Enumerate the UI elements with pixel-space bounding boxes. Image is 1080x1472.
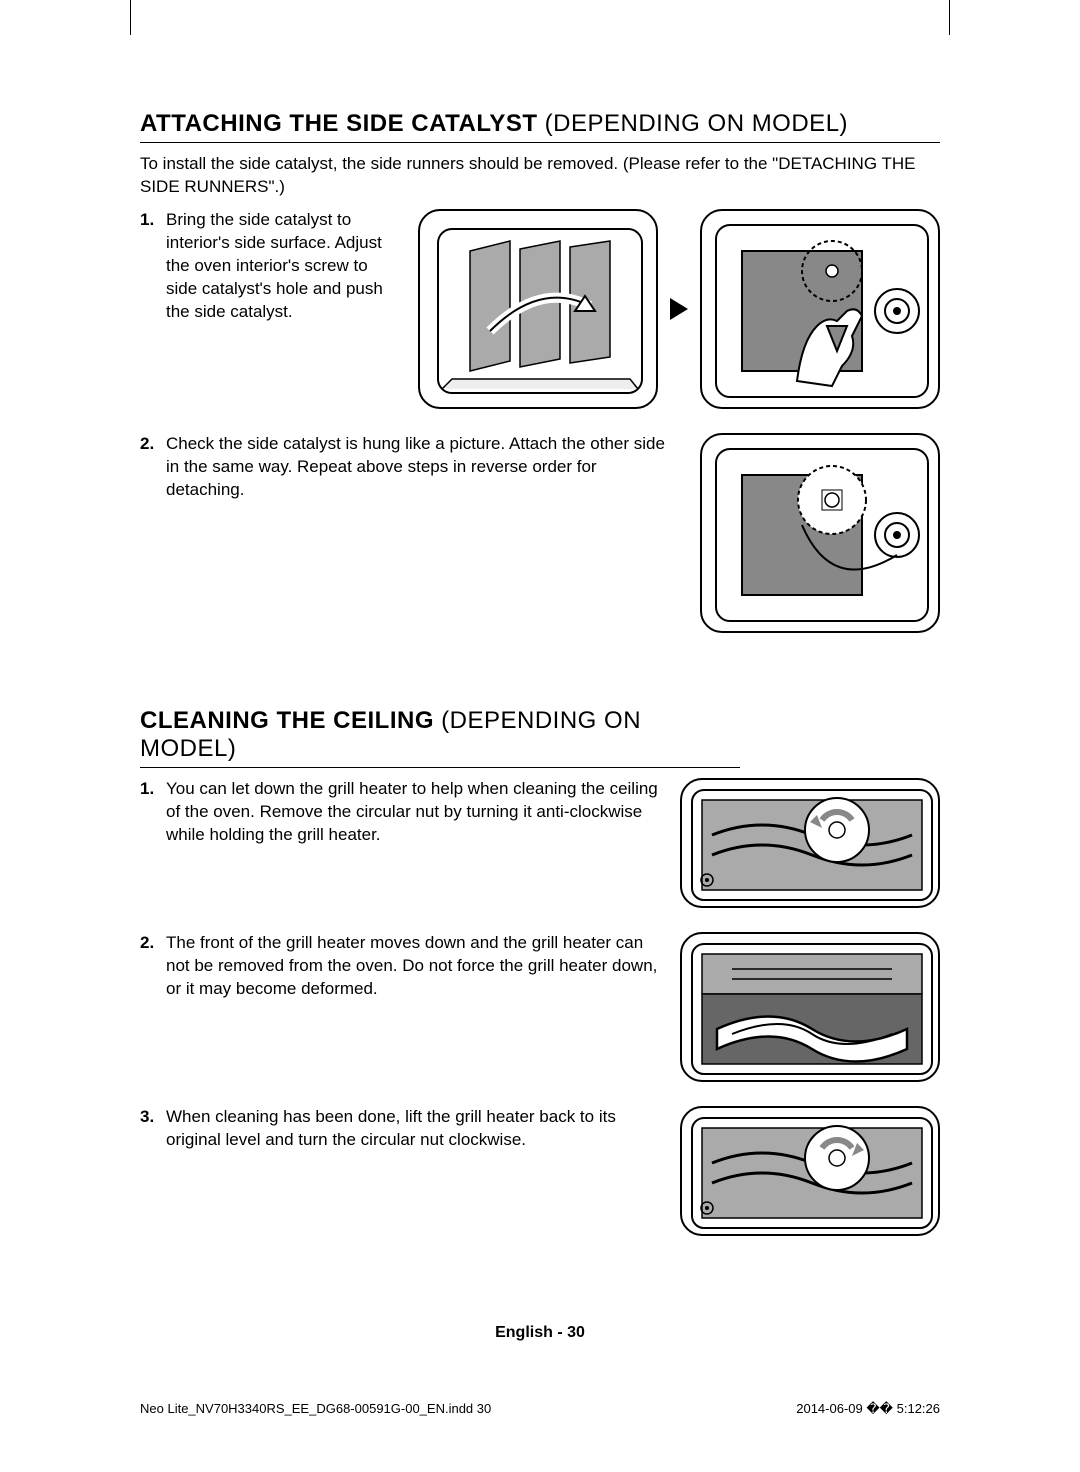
- section1-intro: To install the side catalyst, the side r…: [140, 153, 940, 199]
- heading-bold: ATTACHING THE SIDE CATALYST: [140, 110, 545, 137]
- step-number: 1.: [140, 778, 158, 908]
- illustration-heater-down: [680, 932, 940, 1082]
- step-number: 1.: [140, 209, 158, 409]
- meta-bar: Neo Lite_NV70H3340RS_EE_DG68-00591G-00_E…: [140, 1401, 940, 1417]
- crop-marks: [0, 0, 1080, 40]
- illustration-nut-remove: [680, 778, 940, 908]
- illustration-catalyst-hung: [700, 433, 940, 633]
- section2-step1-row: 1. You can let down the grill heater to …: [140, 778, 940, 908]
- heading-bold: CLEANING THE CEILING: [140, 707, 441, 734]
- step-number: 2.: [140, 932, 158, 1082]
- step-body: Bring the side catalyst to interior's si…: [166, 209, 400, 409]
- section2-step3-row: 3. When cleaning has been done, lift the…: [140, 1106, 940, 1236]
- section1-step2-row: 2. Check the side catalyst is hung like …: [140, 433, 940, 633]
- step-body: The front of the grill heater moves down…: [166, 932, 660, 1082]
- step-body: When cleaning has been done, lift the gr…: [166, 1106, 660, 1236]
- section1-step1-row: 1. Bring the side catalyst to interior's…: [140, 209, 940, 409]
- heading-light: (DEPENDING ON MODEL): [545, 110, 848, 137]
- illustration-oven-interior: [418, 209, 658, 409]
- arrow-right-icon: [668, 296, 690, 322]
- section2-heading: CLEANING THE CEILING (DEPENDING ON MODEL…: [140, 707, 740, 768]
- illustration-nut-tighten: [680, 1106, 940, 1236]
- page-footer: English - 30: [0, 1324, 1080, 1342]
- meta-timestamp: 2014-06-09 �� 5:12:26: [796, 1401, 940, 1417]
- illustration-hand-pushing: [700, 209, 940, 409]
- section2-step2-row: 2. The front of the grill heater moves d…: [140, 932, 940, 1082]
- step-number: 2.: [140, 433, 158, 633]
- page-content: ATTACHING THE SIDE CATALYST (DEPENDING O…: [140, 110, 940, 1260]
- step-number: 3.: [140, 1106, 158, 1236]
- step-body: You can let down the grill heater to hel…: [166, 778, 660, 908]
- meta-filename: Neo Lite_NV70H3340RS_EE_DG68-00591G-00_E…: [140, 1401, 491, 1417]
- step1-images: [418, 209, 940, 409]
- section1-heading: ATTACHING THE SIDE CATALYST (DEPENDING O…: [140, 110, 940, 143]
- step-body: Check the side catalyst is hung like a p…: [166, 433, 670, 633]
